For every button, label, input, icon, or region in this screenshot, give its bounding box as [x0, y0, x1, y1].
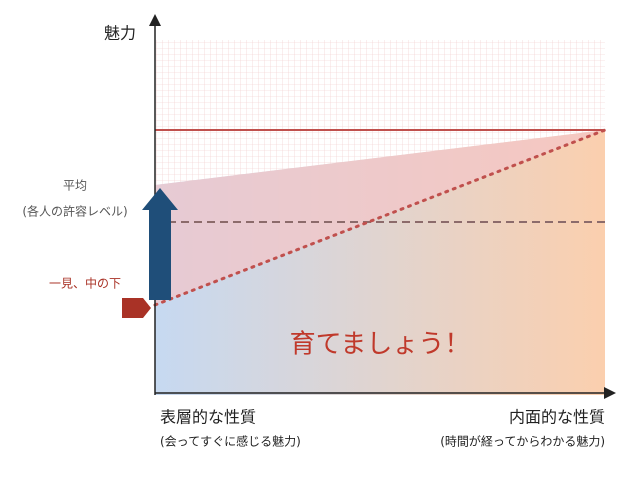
y-axis-label: 魅力: [104, 24, 136, 43]
up-arrow: [142, 188, 178, 300]
x-right-note: (時間が経ってからわかる魅力): [440, 434, 605, 449]
x-left-label: 表層的な性質: [160, 408, 256, 427]
average-note: (各人の許容レベル): [22, 204, 127, 219]
x-right-label: 内面的な性質: [509, 408, 605, 427]
message: 育てましょう！: [290, 330, 471, 360]
average-label: 平均: [63, 179, 87, 193]
first-impression-label: 一見、中の下: [49, 276, 121, 291]
x-left-note: (会ってすぐに感じる魅力): [160, 434, 301, 449]
growth-line: [153, 128, 607, 307]
start-marker: [122, 298, 151, 318]
